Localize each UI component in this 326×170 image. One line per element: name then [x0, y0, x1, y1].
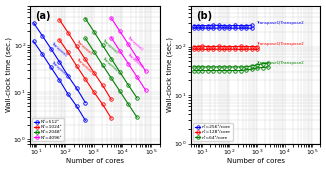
Text: Transpose2: Transpose2: [50, 60, 68, 76]
Text: Transpose1|Transpose2: Transpose1|Transpose2: [256, 42, 304, 46]
Text: (b): (b): [196, 11, 212, 21]
Text: Transpose1|Transpose2: Transpose1|Transpose2: [256, 61, 304, 65]
Legend: N³=512³, N³=1024³, N³=2048³, N³=4096³: N³=512³, N³=1024³, N³=2048³, N³=4096³: [32, 118, 64, 141]
Y-axis label: Wall-clock time (sec.): Wall-clock time (sec.): [167, 37, 173, 112]
Text: Transpose1: Transpose1: [50, 41, 68, 57]
Text: Transpose1|Transpose2: Transpose1|Transpose2: [256, 21, 304, 25]
Text: Transpose2: Transpose2: [101, 56, 119, 73]
Text: Transpose1: Transpose1: [101, 39, 119, 55]
Legend: n³=256³/core, n³=128³/core, n³=64³/core: n³=256³/core, n³=128³/core, n³=64³/core: [193, 123, 232, 141]
Text: (a): (a): [35, 11, 51, 21]
Text: Transpose2: Transpose2: [126, 52, 144, 68]
Text: Transpose1: Transpose1: [75, 39, 93, 56]
Y-axis label: Wall-clock time (sec.): Wall-clock time (sec.): [6, 37, 12, 112]
X-axis label: Number of cores: Number of cores: [66, 158, 124, 164]
Text: Transpose1: Transpose1: [126, 35, 144, 51]
X-axis label: Number of cores: Number of cores: [227, 158, 285, 164]
Text: Transpose2: Transpose2: [75, 57, 93, 73]
